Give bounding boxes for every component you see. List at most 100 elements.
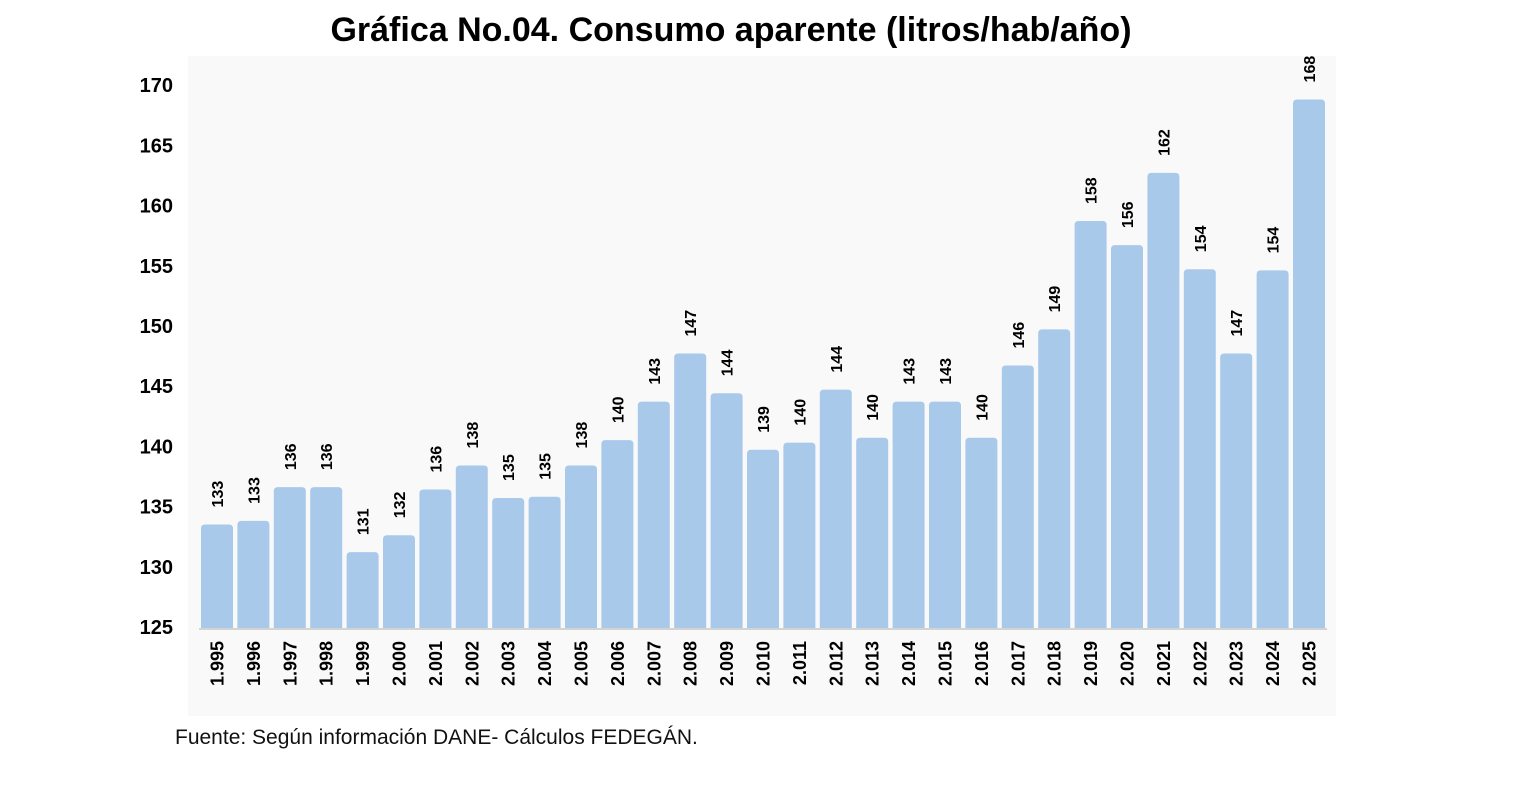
data-label-2017: 146 bbox=[1011, 322, 1028, 349]
data-label-2004: 135 bbox=[538, 453, 555, 480]
data-label-2007: 143 bbox=[647, 358, 664, 385]
y-tick-label: 155 bbox=[140, 256, 173, 278]
y-tick-label: 140 bbox=[140, 436, 173, 458]
x-tick-label-1999: 1.999 bbox=[353, 641, 373, 686]
x-tick-label-2009: 2.009 bbox=[717, 641, 737, 686]
bar-2016 bbox=[965, 437, 998, 628]
bar-2017 bbox=[1001, 365, 1034, 628]
x-tick-label-1996: 1.996 bbox=[244, 641, 264, 686]
y-axis: 125 130 135 140 145 150 155 160 165 170 bbox=[140, 75, 173, 639]
chart-title: Gráfica No.04. Consumo aparente (litros/… bbox=[330, 11, 1131, 49]
data-label-2003: 135 bbox=[501, 454, 518, 481]
data-label-2012: 144 bbox=[829, 346, 846, 373]
data-label-1998: 136 bbox=[319, 443, 336, 470]
y-tick-label: 135 bbox=[140, 497, 173, 519]
data-label-2010: 139 bbox=[756, 406, 773, 433]
x-tick-label-2008: 2.008 bbox=[681, 641, 701, 686]
data-label-2001: 136 bbox=[428, 446, 445, 473]
data-label-2000: 132 bbox=[392, 491, 409, 518]
data-label-2009: 144 bbox=[720, 349, 737, 376]
data-label-2018: 149 bbox=[1047, 286, 1064, 313]
x-tick-label-1995: 1.995 bbox=[208, 641, 228, 686]
y-tick-label: 130 bbox=[140, 557, 173, 579]
bar-2015 bbox=[929, 401, 961, 628]
y-tick-label: 165 bbox=[140, 135, 173, 157]
bar-2020 bbox=[1111, 245, 1143, 629]
y-tick-label: 145 bbox=[140, 376, 173, 398]
x-tick-label-2025: 2.025 bbox=[1300, 641, 1320, 686]
x-tick-label-2006: 2.006 bbox=[608, 641, 628, 686]
bar-2005 bbox=[565, 465, 597, 628]
x-tick-label-2003: 2.003 bbox=[499, 641, 519, 686]
x-tick-label-2024: 2.024 bbox=[1263, 641, 1283, 686]
bar-2008 bbox=[674, 353, 707, 628]
bar-2023 bbox=[1220, 353, 1253, 628]
x-axis: 1.995 1.996 1.997 1.998 1.999 2.000 2.001 2.002… bbox=[199, 628, 1327, 686]
bar-2000 bbox=[383, 535, 415, 628]
bar-2021 bbox=[1147, 172, 1180, 628]
bar-2011 bbox=[783, 442, 816, 628]
data-label-2008: 147 bbox=[683, 310, 700, 337]
bar-series bbox=[201, 99, 1325, 629]
y-tick-label: 125 bbox=[140, 617, 173, 639]
data-label-2014: 143 bbox=[902, 358, 919, 385]
x-tick-label-2010: 2.010 bbox=[754, 641, 774, 686]
x-tick-label-2002: 2.002 bbox=[462, 641, 482, 686]
x-tick-label-2014: 2.014 bbox=[899, 641, 919, 686]
bar-2014 bbox=[892, 401, 925, 628]
bar-1996 bbox=[237, 520, 270, 628]
data-label-2024: 154 bbox=[1266, 227, 1283, 254]
bar-1999 bbox=[346, 552, 379, 628]
bar-2001 bbox=[419, 489, 452, 628]
data-label-1999: 131 bbox=[356, 508, 373, 535]
x-tick-label-2018: 2.018 bbox=[1045, 641, 1065, 686]
x-tick-label-2017: 2.017 bbox=[1008, 641, 1028, 686]
x-tick-label-2005: 2.005 bbox=[572, 641, 592, 686]
data-label-2016: 140 bbox=[974, 394, 991, 421]
x-tick-label-2013: 2.013 bbox=[863, 641, 883, 686]
bar-2025 bbox=[1293, 99, 1325, 629]
bar-1995 bbox=[201, 524, 233, 628]
x-tick-label-2011: 2.011 bbox=[790, 641, 810, 685]
data-label-2021: 162 bbox=[1156, 129, 1173, 156]
source-note: Fuente: Según información DANE- Cálculos… bbox=[175, 726, 698, 749]
x-tick-label-2012: 2.012 bbox=[826, 641, 846, 686]
y-tick-label: 160 bbox=[140, 196, 173, 218]
x-tick-label-2016: 2.016 bbox=[972, 641, 992, 686]
x-tick-label-2022: 2.022 bbox=[1190, 641, 1210, 686]
x-tick-label-2007: 2.007 bbox=[644, 641, 664, 686]
bar-2003 bbox=[492, 497, 525, 628]
x-tick-label-2023: 2.023 bbox=[1227, 641, 1247, 686]
bar-2002 bbox=[455, 465, 488, 628]
data-label-2011: 140 bbox=[792, 399, 809, 426]
data-label-1996: 133 bbox=[246, 477, 263, 504]
bar-2019 bbox=[1074, 221, 1107, 628]
x-tick-label-2019: 2.019 bbox=[1081, 641, 1101, 686]
x-tick-label-2020: 2.020 bbox=[1118, 641, 1138, 686]
bar-2007 bbox=[637, 401, 670, 628]
bar-1997 bbox=[273, 487, 306, 628]
data-label-2025: 168 bbox=[1302, 56, 1319, 83]
data-labels: 133 133 136 136 131 132 136 138 135 135 138 140 143 1… bbox=[210, 56, 1319, 536]
data-label-2023: 147 bbox=[1229, 310, 1246, 337]
x-tick-label-2000: 2.000 bbox=[390, 641, 410, 686]
bar-2022 bbox=[1183, 269, 1216, 628]
x-tick-label-2015: 2.015 bbox=[936, 641, 956, 686]
x-tick-label-2001: 2.001 bbox=[426, 641, 446, 686]
data-label-2005: 138 bbox=[574, 422, 591, 449]
data-label-2015: 143 bbox=[938, 358, 955, 385]
data-label-1995: 133 bbox=[210, 481, 227, 508]
bar-2004 bbox=[528, 496, 561, 628]
bar-2018 bbox=[1038, 329, 1071, 628]
x-tick-label-1997: 1.997 bbox=[280, 641, 300, 686]
data-label-2006: 140 bbox=[610, 396, 627, 423]
bar-2010 bbox=[747, 449, 779, 628]
bar-2013 bbox=[856, 437, 889, 628]
data-label-2002: 138 bbox=[465, 422, 482, 449]
data-label-1997: 136 bbox=[283, 443, 300, 470]
bar-2009 bbox=[710, 393, 743, 628]
x-tick-label-2004: 2.004 bbox=[535, 641, 555, 686]
bar-2012 bbox=[819, 389, 852, 628]
x-tick-label-1998: 1.998 bbox=[317, 641, 337, 686]
